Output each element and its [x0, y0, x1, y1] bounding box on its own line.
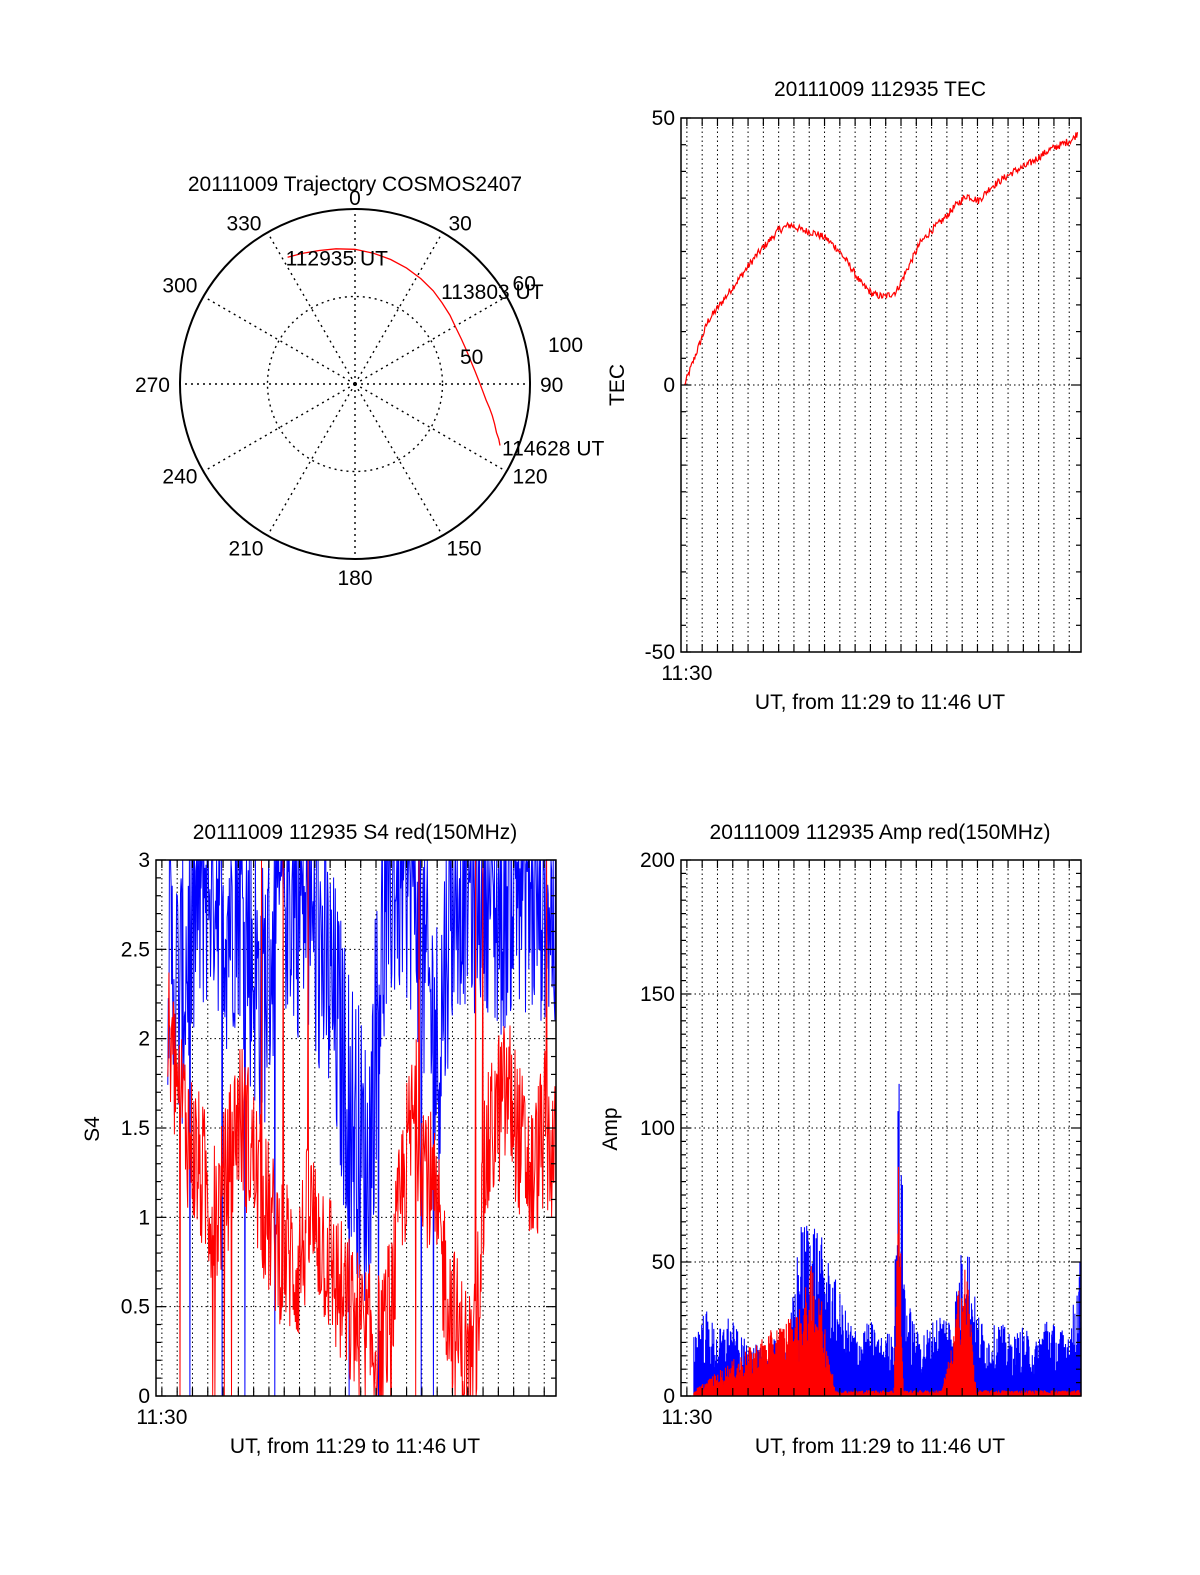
- polar-trajectory-series: [287, 248, 501, 446]
- tec-y-axis-label: TEC: [606, 364, 629, 406]
- polar-annotation-2: 114628 UT: [502, 438, 605, 461]
- tec-ytick-label: -50: [645, 641, 675, 664]
- polar-angle-label-180: 180: [337, 567, 372, 590]
- polar-angle-label-240: 240: [162, 466, 197, 489]
- s4-y-axis-label: S4: [81, 1116, 104, 1142]
- polar-grid: [179, 208, 531, 560]
- polar-outer-ring: [179, 208, 531, 560]
- polar-angle-label-150: 150: [447, 538, 482, 561]
- s4-ytick-label: 3: [138, 849, 150, 872]
- trajectory-polar-chart: 20111009 Trajectory COSMOS2407 0 30 60 90 12…: [135, 173, 605, 590]
- polar-spoke-330: [266, 232, 356, 385]
- amp-y-axis-label: Amp: [599, 1107, 622, 1150]
- amp-ytick-label: 150: [640, 983, 675, 1006]
- trajectory-title: 20111009 Trajectory COSMOS2407: [188, 173, 522, 196]
- amp-ytick-label: 50: [652, 1251, 675, 1274]
- s4-title: 20111009 112935 S4 red(150MHz): [193, 821, 518, 844]
- tec-plot-area: -50 0 50 11:30: [645, 107, 1082, 685]
- polar-angle-label-120: 120: [513, 466, 548, 489]
- polar-angle-label-60: 60: [513, 273, 536, 296]
- polar-spoke-240: [203, 383, 356, 473]
- polar-angle-label-210: 210: [228, 538, 263, 561]
- tec-x-axis-label: UT, from 11:29 to 11:46 UT: [755, 691, 1005, 714]
- polar-trajectory-line: [287, 248, 501, 446]
- s4-plot-area: 0 0.5 1 1.5 2 2.5 3 11:30: [121, 849, 557, 1429]
- tec-xtick-label: 11:30: [661, 662, 712, 685]
- polar-angle-label-330: 330: [226, 212, 261, 235]
- tec-chart: 20111009 112935 TEC UT, from 11:29 to 11…: [606, 78, 1082, 714]
- amp-chart: 20111009 112935 Amp red(150MHz) UT, from…: [599, 821, 1082, 1458]
- polar-spoke-210: [266, 383, 356, 536]
- polar-spoke-150: [354, 383, 444, 536]
- polar-ring-50: [266, 295, 444, 473]
- polar-annotation-0: 112935 UT: [286, 247, 389, 270]
- s4-ytick-label: 2: [138, 1028, 150, 1051]
- amp-ytick-label: 100: [640, 1117, 675, 1140]
- polar-spoke-300: [203, 295, 356, 385]
- polar-spoke-60: [354, 295, 507, 385]
- amp-ytick-label: 0: [663, 1385, 675, 1408]
- s4-ytick-label: 0: [138, 1385, 150, 1408]
- s4-ytick-label: 1.5: [121, 1117, 150, 1140]
- polar-annotation-1: 113803 UT: [441, 281, 544, 304]
- s4-x-axis-label: UT, from 11:29 to 11:46 UT: [230, 1435, 480, 1458]
- polar-labels: 0 30 60 90 120 150 180 210 240 270 300 330 50 100 1129…: [135, 187, 605, 590]
- polar-angle-label-30: 30: [449, 212, 472, 235]
- s4-ytick-label: 2.5: [121, 938, 150, 961]
- tec-ytick-label: 0: [663, 374, 675, 397]
- tec-ytick-label: 50: [652, 107, 675, 130]
- tec-line: [684, 132, 1079, 386]
- s4-chart: 20111009 112935 S4 red(150MHz) UT, from …: [81, 821, 557, 1458]
- polar-spoke-120: [354, 383, 507, 473]
- amp-xtick-label: 11:30: [661, 1406, 712, 1429]
- s4-ytick-label: 0.5: [121, 1296, 150, 1319]
- s4-ytick-label: 1: [138, 1206, 150, 1229]
- polar-radial-label-100: 100: [548, 334, 583, 357]
- amp-ytick-label: 200: [640, 849, 675, 872]
- polar-radial-label-50: 50: [460, 346, 483, 369]
- amp-plot-area: 0 50 100 150 200 11:30: [640, 849, 1082, 1429]
- polar-angle-label-0: 0: [349, 187, 361, 210]
- polar-angle-label-90: 90: [540, 374, 563, 397]
- tec-title: 20111009 112935 TEC: [774, 78, 986, 101]
- amp-x-axis-label: UT, from 11:29 to 11:46 UT: [755, 1435, 1005, 1458]
- polar-spoke-30: [354, 232, 444, 385]
- s4-xtick-label: 11:30: [136, 1406, 187, 1429]
- polar-angle-label-300: 300: [162, 275, 197, 298]
- polar-angle-label-270: 270: [135, 374, 170, 397]
- amp-title: 20111009 112935 Amp red(150MHz): [710, 821, 1051, 844]
- s4-line-red: [167, 859, 557, 1397]
